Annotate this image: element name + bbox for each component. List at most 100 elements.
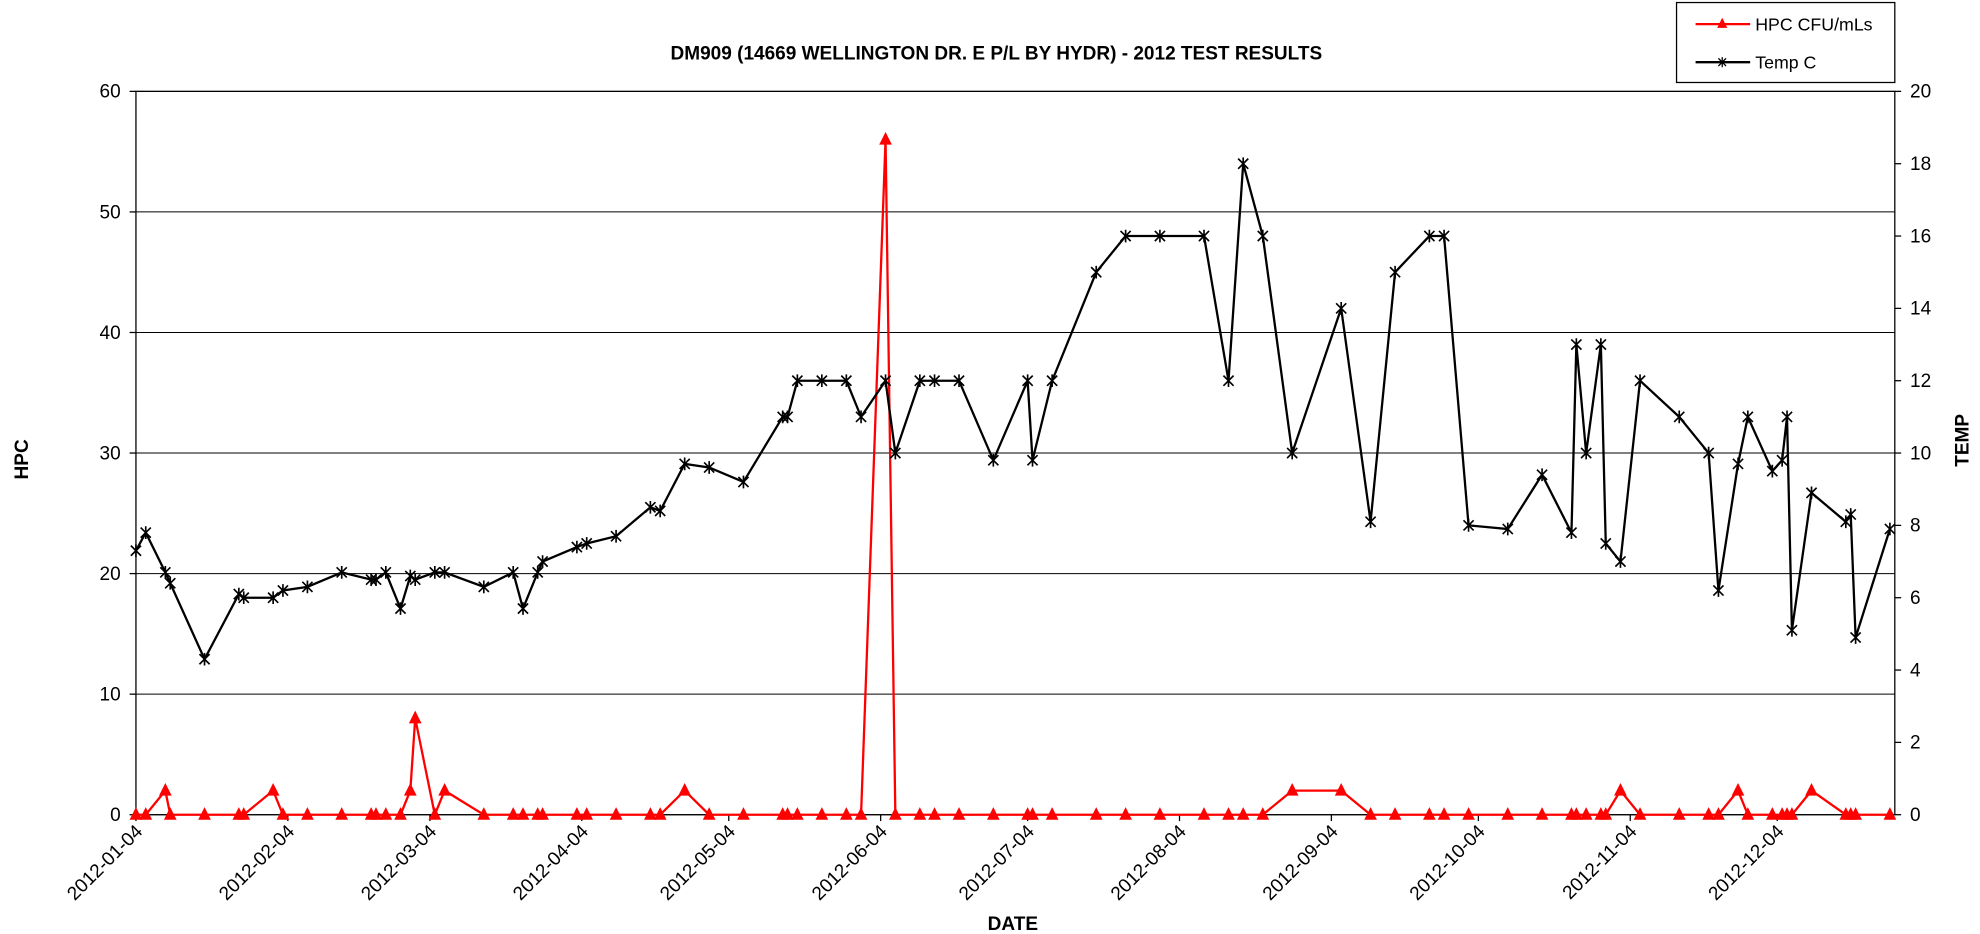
star-marker [953, 374, 965, 388]
x-tick-label: 2012-05-04 [656, 821, 740, 905]
star-marker [517, 602, 529, 615]
star-marker [879, 374, 892, 388]
series-line [135, 139, 1890, 819]
triangle-marker [644, 807, 657, 820]
star-marker [409, 573, 421, 586]
star-marker [301, 580, 314, 594]
star-marker [840, 374, 853, 388]
star-marker [130, 544, 142, 558]
star-marker [267, 591, 279, 605]
y2-tick-label: 12 [1910, 371, 1931, 392]
y-tick-label: 30 [100, 443, 121, 464]
triangle-marker [889, 807, 902, 820]
triangle-marker [1741, 807, 1755, 820]
y2-axis-label: TEMP [1952, 414, 1973, 467]
star-marker [1565, 526, 1578, 539]
triangle-marker [1579, 807, 1593, 820]
triangle-marker [1364, 807, 1377, 820]
star-marker [336, 566, 348, 579]
triangle-marker [403, 782, 417, 796]
triangle-marker [1423, 807, 1436, 820]
triangle-marker [1614, 782, 1627, 796]
triangle-marker [516, 807, 530, 820]
triangle-marker [369, 807, 383, 820]
y-tick-label: 50 [100, 202, 121, 223]
star-marker [1335, 302, 1347, 315]
star-marker [1536, 468, 1548, 482]
star-marker [1580, 446, 1592, 460]
star-marker [1389, 265, 1401, 279]
triangle-marker [1334, 782, 1348, 796]
triangle-marker [394, 807, 407, 820]
star-marker [164, 576, 176, 590]
star-marker [404, 569, 416, 583]
star-marker [1237, 157, 1249, 171]
star-marker [654, 504, 666, 518]
x-tick-label: 2012-09-04 [1259, 821, 1343, 905]
star-marker [1849, 631, 1862, 644]
triangle-marker [952, 807, 966, 820]
triangle-marker [1026, 807, 1039, 820]
star-marker [737, 475, 750, 489]
y-axis-label: HPC [12, 439, 33, 479]
star-marker [1502, 522, 1514, 536]
star-marker [438, 566, 451, 579]
legend-box [1675, 1, 1896, 84]
star-marker [1021, 374, 1034, 388]
star-marker [1805, 486, 1818, 500]
x-tick-label: 2012-11-04 [1559, 821, 1642, 904]
star-marker [1364, 515, 1377, 529]
star-marker [429, 566, 441, 579]
triangle-marker [379, 807, 393, 820]
star-marker [1154, 229, 1166, 243]
star-marker [644, 500, 657, 514]
star-marker [987, 453, 999, 467]
star-marker [507, 566, 519, 579]
triangle-marker [609, 807, 623, 820]
triangle-marker [408, 710, 422, 724]
triangle-marker [1883, 807, 1897, 820]
triangle-marker [737, 807, 750, 820]
triangle-marker [986, 807, 1000, 820]
triangle-marker [781, 807, 794, 820]
triangle-marker [1197, 807, 1211, 820]
triangle-marker [678, 782, 692, 796]
y-tick-label: 60 [100, 82, 121, 103]
star-marker [581, 537, 593, 550]
star-marker [380, 566, 392, 579]
star-marker [532, 566, 544, 579]
x-tick-label: 2012-07-04 [955, 821, 1039, 905]
triangle-marker [1731, 782, 1745, 796]
x-tick-label: 2012-10-04 [1406, 821, 1490, 905]
triangle-marker [653, 807, 667, 820]
star-marker [1570, 338, 1583, 351]
star-marker [1222, 374, 1235, 388]
triangle-marker [1849, 807, 1862, 820]
y2-tick-label: 10 [1910, 443, 1931, 464]
triangle-marker [1119, 807, 1132, 820]
x-tick-label: 2012-02-04 [215, 821, 299, 905]
y2-tick-label: 4 [1910, 660, 1921, 681]
triangle-marker [1805, 782, 1818, 796]
legend-marker [1717, 57, 1727, 68]
triangle-marker [1236, 807, 1250, 820]
y2-tick-label: 2 [1910, 733, 1921, 754]
triangle-marker [580, 807, 594, 820]
star-marker [1614, 555, 1627, 568]
star-marker [1712, 584, 1725, 597]
y2-tick-label: 0 [1910, 805, 1921, 826]
star-marker [198, 652, 211, 666]
y2-tick-label: 8 [1910, 516, 1921, 537]
y2-tick-label: 14 [1910, 299, 1932, 320]
triangle-marker [1570, 807, 1583, 820]
star-marker [1845, 508, 1857, 521]
triangle-marker [1501, 807, 1515, 820]
star-marker [914, 374, 926, 388]
star-marker [1786, 623, 1798, 637]
star-marker [1781, 410, 1793, 424]
x-tick-label: 2012-03-04 [357, 821, 441, 905]
triangle-marker [854, 807, 868, 820]
star-marker [1026, 453, 1039, 467]
triangle-marker [1702, 807, 1715, 820]
